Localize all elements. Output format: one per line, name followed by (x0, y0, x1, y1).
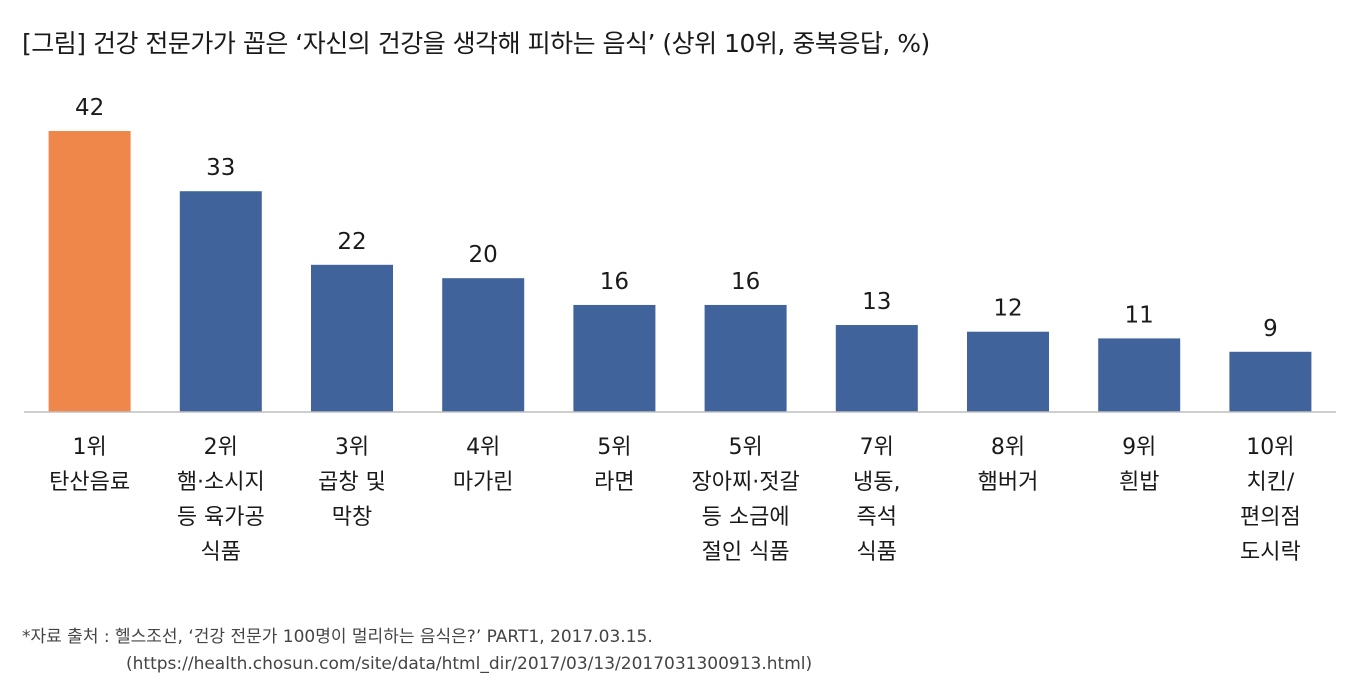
category-rank-9: 9위 (1122, 435, 1156, 460)
category-label-6: 절인 식품 (702, 540, 790, 565)
category-rank-3: 3위 (335, 435, 369, 460)
data-label-6: 16 (731, 269, 760, 295)
category-label-7: 식품 (857, 540, 897, 565)
data-label-4: 20 (469, 242, 498, 268)
bar-8 (967, 331, 1049, 412)
category-label-9: 흰밥 (1119, 470, 1159, 495)
bar-5 (573, 304, 656, 412)
category-rank-4: 4위 (466, 435, 500, 460)
data-label-10: 9 (1263, 316, 1278, 342)
category-label-3: 곱창 및 (318, 470, 386, 495)
bar-2 (179, 191, 262, 412)
category-rank-5: 5위 (597, 435, 631, 460)
data-label-5: 16 (600, 269, 629, 295)
category-label-5: 라면 (594, 470, 634, 495)
bar-3 (311, 264, 393, 412)
data-label-9: 11 (1125, 302, 1154, 328)
source-note: *자료 출처 : 헬스조선, ‘건강 전문가 100명이 멀리하는 음식은?’ … (22, 624, 812, 678)
category-label-2: 등 육가공 (177, 505, 265, 530)
category-label-10: 편의점 (1240, 505, 1301, 530)
category-rank-2: 2위 (204, 435, 238, 460)
source-url: (https://health.chosun.com/site/data/htm… (126, 654, 813, 674)
category-label-2: 햄·소시지 (177, 470, 265, 495)
category-label-4: 마가린 (453, 470, 514, 495)
data-label-3: 22 (337, 229, 366, 255)
category-label-3: 막창 (332, 505, 372, 530)
category-label-8: 햄버거 (978, 470, 1039, 495)
chart-title: [그림] 건강 전문가가 꼽은 ‘자신의 건강을 생각해 피하는 음식’ (상위… (22, 29, 930, 58)
category-label-1: 탄산음료 (49, 470, 130, 495)
category-label-7: 즉석 (857, 505, 897, 530)
data-label-8: 12 (993, 296, 1022, 322)
category-rank-7: 7위 (860, 435, 894, 460)
bar-6 (704, 304, 787, 412)
bar-10 (1229, 351, 1312, 412)
category-label-2: 식품 (201, 540, 241, 565)
category-label-10: 치킨/ (1246, 470, 1294, 495)
data-label-7: 13 (862, 289, 891, 315)
category-rank-10: 10위 (1246, 435, 1294, 460)
bar-9 (1098, 338, 1181, 412)
bar-1 (48, 131, 131, 412)
category-label-6: 등 소금에 (702, 505, 790, 530)
category-rank-6: 5위 (728, 435, 762, 460)
bar-7 (835, 325, 918, 412)
category-label-6: 장아찌·젓갈 (691, 470, 799, 495)
category-label-10: 도시락 (1240, 540, 1301, 565)
data-label-1: 42 (75, 95, 104, 121)
bar-4 (442, 278, 525, 412)
source-citation: *자료 출처 : 헬스조선, ‘건강 전문가 100명이 멀리하는 음식은?’ … (22, 627, 653, 647)
category-label-7: 냉동, (853, 470, 900, 495)
data-label-2: 33 (206, 155, 235, 181)
category-rank-8: 8위 (991, 435, 1025, 460)
category-rank-1: 1위 (72, 435, 106, 460)
